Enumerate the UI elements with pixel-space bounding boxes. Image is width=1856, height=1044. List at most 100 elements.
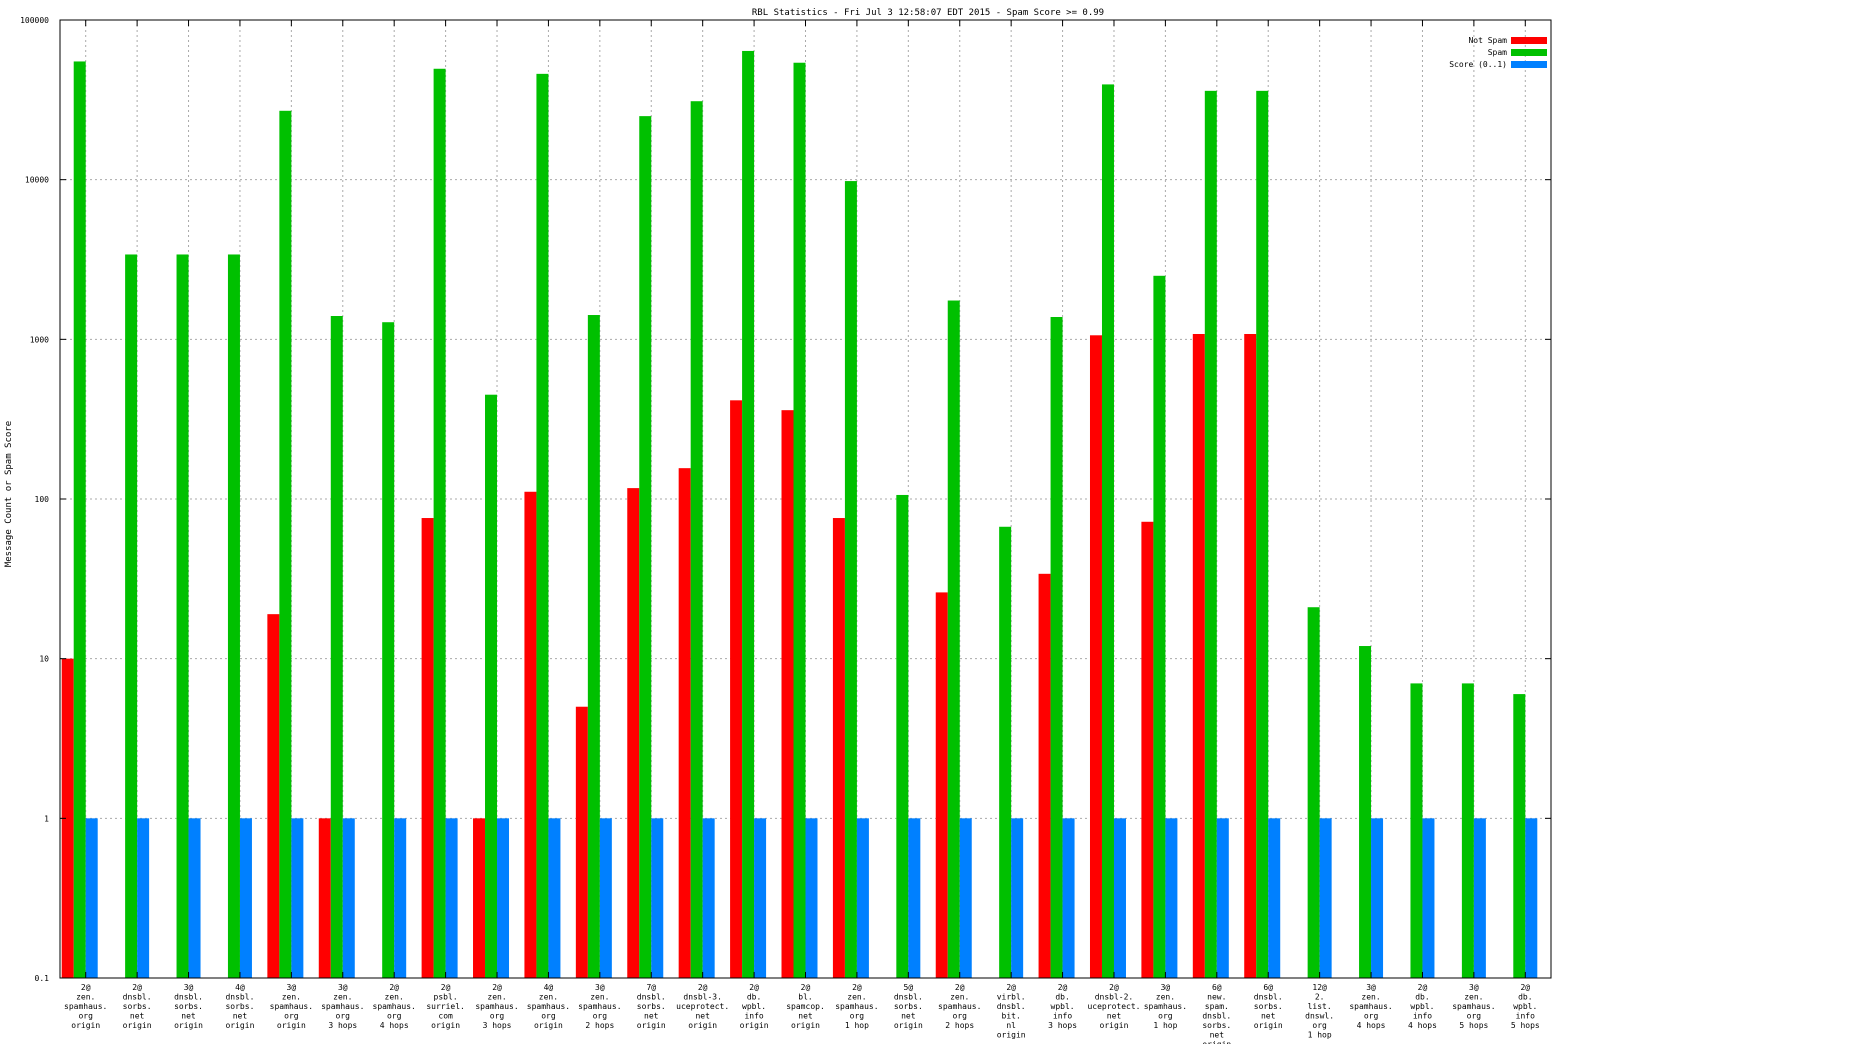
bar-spam — [1410, 683, 1423, 978]
legend-label: Spam — [1488, 48, 1507, 57]
x-tick-label: 3@ zen. spamhaus. org 2 hops — [578, 983, 621, 1030]
legend-label: Not Spam — [1468, 36, 1507, 45]
bar-spam — [1513, 694, 1526, 978]
bar-spam — [1101, 84, 1114, 979]
y-tick-label: 10000 — [25, 176, 49, 185]
bar-not-spam — [318, 818, 331, 978]
bar-not-spam — [935, 592, 948, 978]
bar-score-0-1 — [342, 818, 355, 978]
legend-swatch — [1511, 49, 1547, 56]
x-tick-label: 7@ dnsbl. sorbs. net origin — [637, 983, 666, 1030]
x-tick-label: 3@ zen. spamhaus. org 5 hops — [1452, 983, 1495, 1030]
x-tick-label: 2@ bl. spamcop. net origin — [786, 983, 825, 1030]
bar-not-spam — [1038, 573, 1051, 978]
x-tick-label: 4@ dnsbl. sorbs. net origin — [225, 983, 254, 1030]
bar-not-spam — [421, 518, 434, 978]
bar-score-0-1 — [137, 818, 150, 978]
bar-spam — [1307, 607, 1320, 978]
bar-score-0-1 — [959, 818, 972, 978]
x-tick-label: 2@ db. wpbl. info 4 hops — [1408, 983, 1437, 1030]
bar-spam — [1204, 90, 1217, 979]
bar-not-spam — [781, 410, 794, 979]
bar-score-0-1 — [85, 818, 98, 978]
bar-spam — [1359, 646, 1372, 978]
y-tick-label: 100000 — [20, 16, 49, 25]
bar-score-0-1 — [908, 818, 921, 978]
bar-spam — [690, 101, 703, 978]
bar-score-0-1 — [1525, 818, 1538, 978]
x-tick-label: 4@ zen. spamhaus. org origin — [527, 983, 570, 1030]
bar-score-0-1 — [291, 818, 304, 978]
bar-score-0-1 — [548, 818, 561, 978]
bar-score-0-1 — [239, 818, 252, 978]
bars — [61, 50, 1538, 979]
bar-score-0-1 — [856, 818, 869, 978]
bar-score-0-1 — [497, 818, 510, 978]
bar-score-0-1 — [445, 818, 458, 978]
bar-spam — [73, 61, 86, 978]
y-tick-label: 1 — [44, 814, 49, 823]
x-tick-label: 3@ zen. spamhaus. org 3 hops — [321, 983, 364, 1030]
x-tick-label: 2@ zen. spamhaus. org 1 hop — [835, 983, 878, 1030]
x-tick-label: 12@ 2. list. dnswl. org 1 hop — [1305, 983, 1334, 1040]
bar-spam — [485, 394, 498, 978]
bar-score-0-1 — [1216, 818, 1229, 978]
legend-swatch — [1511, 61, 1547, 68]
x-tick-label: 3@ zen. spamhaus. org origin — [270, 983, 313, 1030]
bar-not-spam — [1192, 333, 1205, 978]
bar-spam — [1153, 275, 1166, 978]
bar-not-spam — [61, 658, 74, 978]
bar-spam — [793, 62, 806, 979]
bar-spam — [896, 494, 909, 978]
x-tick-label: 2@ virbl. dnsbl. bit. nl origin — [997, 983, 1026, 1040]
bar-spam — [125, 254, 138, 978]
x-tick-label: 2@ dnsbl. sorbs. net origin — [123, 983, 152, 1030]
bar-score-0-1 — [1113, 818, 1126, 978]
bar-not-spam — [832, 518, 845, 978]
bar-spam — [1256, 90, 1269, 979]
x-tick-label: 2@ db. wpbl. info 5 hops — [1511, 983, 1540, 1030]
x-tick-label: 2@ db. wpbl. info 3 hops — [1048, 983, 1077, 1030]
bar-not-spam — [1089, 335, 1102, 978]
bar-score-0-1 — [1268, 818, 1281, 978]
bar-not-spam — [678, 468, 691, 978]
bar-not-spam — [267, 614, 280, 978]
bar-spam — [1461, 683, 1474, 978]
bar-score-0-1 — [1371, 818, 1384, 978]
x-tick-label: 5@ dnsbl. sorbs. net origin — [894, 983, 923, 1030]
x-tick-label: 2@ psbl. surriel. com origin — [426, 983, 465, 1030]
bar-spam — [999, 526, 1012, 978]
bar-not-spam — [1244, 333, 1257, 978]
bar-spam — [227, 254, 240, 978]
x-tick-label: 2@ zen. spamhaus. org 4 hops — [373, 983, 416, 1030]
y-tick-label: 100 — [35, 495, 50, 504]
x-tick-label: 2@ db. wpbl. info origin — [740, 983, 769, 1030]
x-tick-label: 2@ zen. spamhaus. org 3 hops — [475, 983, 518, 1030]
bar-spam — [279, 110, 292, 979]
bar-score-0-1 — [394, 818, 407, 978]
bar-spam — [536, 73, 549, 979]
bar-not-spam — [730, 400, 743, 978]
bar-not-spam — [575, 706, 588, 978]
bar-spam — [433, 68, 446, 979]
x-tick-label: 2@ zen. spamhaus. org 2 hops — [938, 983, 981, 1030]
bar-spam — [844, 181, 857, 978]
bar-score-0-1 — [1473, 818, 1486, 978]
x-tick-label: 3@ dnsbl. sorbs. net origin — [174, 983, 203, 1030]
bar-score-0-1 — [1011, 818, 1024, 978]
chart-title: RBL Statistics - Fri Jul 3 12:58:07 EDT … — [752, 8, 1104, 18]
legend-label: Score (0..1) — [1449, 60, 1507, 69]
y-tick-label: 10 — [39, 655, 49, 664]
y-tick-label: 1000 — [30, 335, 49, 344]
bar-spam — [1050, 316, 1063, 979]
bar-spam — [742, 50, 755, 979]
bar-score-0-1 — [599, 818, 612, 978]
x-tick-label: 2@ dnsbl-3. uceprotect. net origin — [676, 983, 729, 1030]
y-axis-label: Message Count or Spam Score — [4, 421, 14, 567]
legend-swatch — [1511, 37, 1547, 44]
legend: Not Spam Spam Score (0..1) — [1449, 36, 1547, 69]
bar-score-0-1 — [754, 818, 767, 978]
